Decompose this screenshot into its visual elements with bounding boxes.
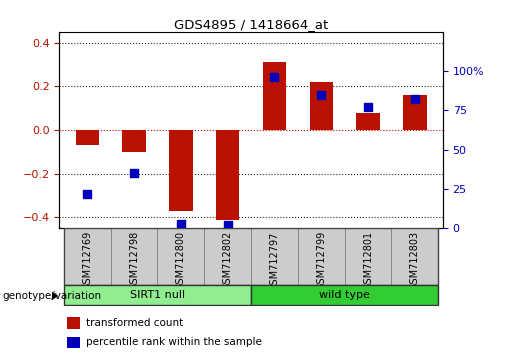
Bar — [76, 130, 99, 145]
Bar — [169, 130, 193, 211]
Text: GSM712801: GSM712801 — [363, 231, 373, 290]
Point — [364, 104, 372, 110]
Text: GSM712802: GSM712802 — [222, 231, 233, 290]
Text: GSM712799: GSM712799 — [316, 231, 326, 290]
Bar — [391, 228, 438, 285]
Text: GSM712797: GSM712797 — [269, 231, 280, 291]
Bar — [263, 62, 286, 130]
Text: transformed count: transformed count — [86, 318, 183, 328]
Text: wild type: wild type — [319, 290, 370, 300]
Title: GDS4895 / 1418664_at: GDS4895 / 1418664_at — [174, 18, 328, 31]
Bar — [64, 228, 111, 285]
Text: percentile rank within the sample: percentile rank within the sample — [86, 337, 262, 348]
Bar — [356, 113, 380, 130]
Point — [270, 75, 279, 80]
Bar — [403, 95, 426, 130]
Text: GSM712769: GSM712769 — [82, 231, 92, 290]
Bar — [123, 130, 146, 152]
Polygon shape — [52, 291, 58, 301]
Text: SIRT1 null: SIRT1 null — [130, 290, 185, 300]
Point — [410, 97, 419, 102]
Bar — [251, 228, 298, 285]
Text: GSM712800: GSM712800 — [176, 231, 186, 290]
Bar — [67, 337, 80, 348]
Bar — [67, 317, 80, 329]
Text: GSM712798: GSM712798 — [129, 231, 139, 290]
Text: GSM712803: GSM712803 — [410, 231, 420, 290]
Bar — [310, 82, 333, 130]
Bar — [345, 228, 391, 285]
Bar — [158, 228, 204, 285]
Bar — [64, 285, 251, 305]
Text: genotype/variation: genotype/variation — [3, 291, 101, 301]
Bar — [111, 228, 158, 285]
Point — [177, 221, 185, 227]
Bar — [298, 228, 345, 285]
Point — [83, 191, 92, 196]
Bar — [204, 228, 251, 285]
Bar — [251, 285, 438, 305]
Point — [317, 92, 325, 98]
Point — [224, 222, 232, 228]
Point — [130, 171, 138, 176]
Bar — [216, 130, 239, 219]
